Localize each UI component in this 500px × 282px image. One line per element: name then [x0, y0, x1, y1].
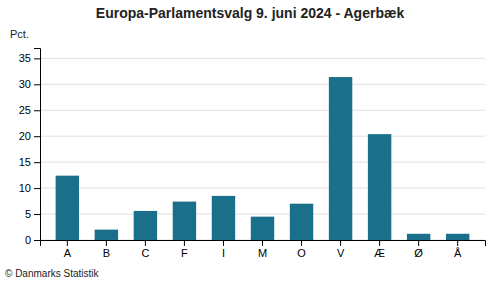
- tick-mark: [34, 136, 40, 137]
- tick-mark: [67, 240, 68, 246]
- tick-mark: [184, 240, 185, 246]
- grid: [40, 58, 485, 240]
- bar: [368, 134, 391, 240]
- bar: [56, 176, 79, 240]
- bars: [56, 77, 470, 240]
- tick: Å: [454, 240, 462, 259]
- tick: 35: [19, 52, 40, 64]
- tick-label: M: [258, 247, 267, 259]
- tick-label: 5: [25, 208, 31, 220]
- tick-label: 35: [19, 52, 31, 64]
- plot: 0 5 10 15 20 25 30 35 A B C F I M O V Æ Ø Å: [19, 49, 486, 259]
- y-axis-label: Pct.: [10, 28, 29, 40]
- tick-mark: [34, 162, 40, 163]
- tick: B: [103, 240, 110, 259]
- grid-line: [40, 162, 485, 163]
- tick: O: [297, 240, 306, 259]
- tick-mark: [34, 240, 40, 241]
- y-axis: 0 5 10 15 20 25 30 35: [19, 49, 41, 247]
- chart: Europa-Parlamentsvalg 9. juni 2024 - Age…: [0, 0, 500, 282]
- tick: 30: [19, 78, 40, 90]
- tick-label: A: [64, 247, 72, 259]
- grid-line: [40, 110, 485, 111]
- grid-line: [40, 188, 485, 189]
- x-axis: ABCFIMOVÆØÅ: [41, 240, 486, 259]
- tick-label: 0: [25, 234, 31, 246]
- tick: M: [258, 240, 267, 259]
- grid-line: [40, 84, 485, 85]
- tick: 0: [25, 234, 40, 246]
- tick: I: [222, 240, 225, 259]
- tick: F: [181, 240, 188, 259]
- tick-label: F: [181, 247, 188, 259]
- bar: [95, 230, 118, 240]
- tick-label: 30: [19, 78, 31, 90]
- grid-line: [40, 136, 485, 137]
- tick-label: V: [337, 247, 345, 259]
- tick-mark: [34, 110, 40, 111]
- tick: V: [337, 240, 345, 259]
- axis-line: [41, 241, 486, 247]
- tick: 10: [19, 182, 40, 194]
- bar: [329, 77, 352, 240]
- tick-label: O: [297, 247, 306, 259]
- bar: [407, 234, 430, 240]
- bar: [212, 196, 235, 240]
- bar: [173, 202, 196, 240]
- tick-label: I: [222, 247, 225, 259]
- tick-mark: [106, 240, 107, 246]
- tick-mark: [301, 240, 302, 246]
- tick-mark: [379, 240, 380, 246]
- tick-label: Æ: [374, 247, 385, 259]
- tick: 20: [19, 130, 40, 142]
- bar: [251, 217, 274, 240]
- tick: 25: [19, 104, 40, 116]
- tick-mark: [34, 188, 40, 189]
- tick-label: Ø: [414, 247, 423, 259]
- tick-mark: [34, 214, 40, 215]
- tick: 5: [25, 208, 40, 220]
- grid-line: [40, 214, 485, 215]
- tick: Ø: [414, 240, 423, 259]
- tick-label: B: [103, 247, 110, 259]
- tick: Æ: [374, 240, 385, 259]
- axis-line: [34, 49, 41, 241]
- tick-mark: [457, 240, 458, 246]
- tick-mark: [223, 240, 224, 246]
- tick: C: [141, 240, 149, 259]
- tick-label: 20: [19, 130, 31, 142]
- tick-label: 10: [19, 182, 31, 194]
- tick-label: C: [141, 247, 149, 259]
- annotation: © Danmarks Statistik: [5, 268, 100, 279]
- tick-mark: [340, 240, 341, 246]
- tick: 15: [19, 156, 40, 168]
- tick: A: [64, 240, 72, 259]
- bar: [290, 204, 313, 240]
- bar: [134, 211, 157, 240]
- tick-label: 15: [19, 156, 31, 168]
- tick-mark: [34, 58, 40, 59]
- tick-mark: [262, 240, 263, 246]
- tick-label: Å: [454, 247, 462, 259]
- tick-mark: [418, 240, 419, 246]
- tick-mark: [145, 240, 146, 246]
- title: Europa-Parlamentsvalg 9. juni 2024 - Age…: [96, 5, 405, 21]
- grid-line: [40, 58, 485, 59]
- bar: [446, 234, 469, 240]
- tick-mark: [34, 84, 40, 85]
- tick-label: 25: [19, 104, 31, 116]
